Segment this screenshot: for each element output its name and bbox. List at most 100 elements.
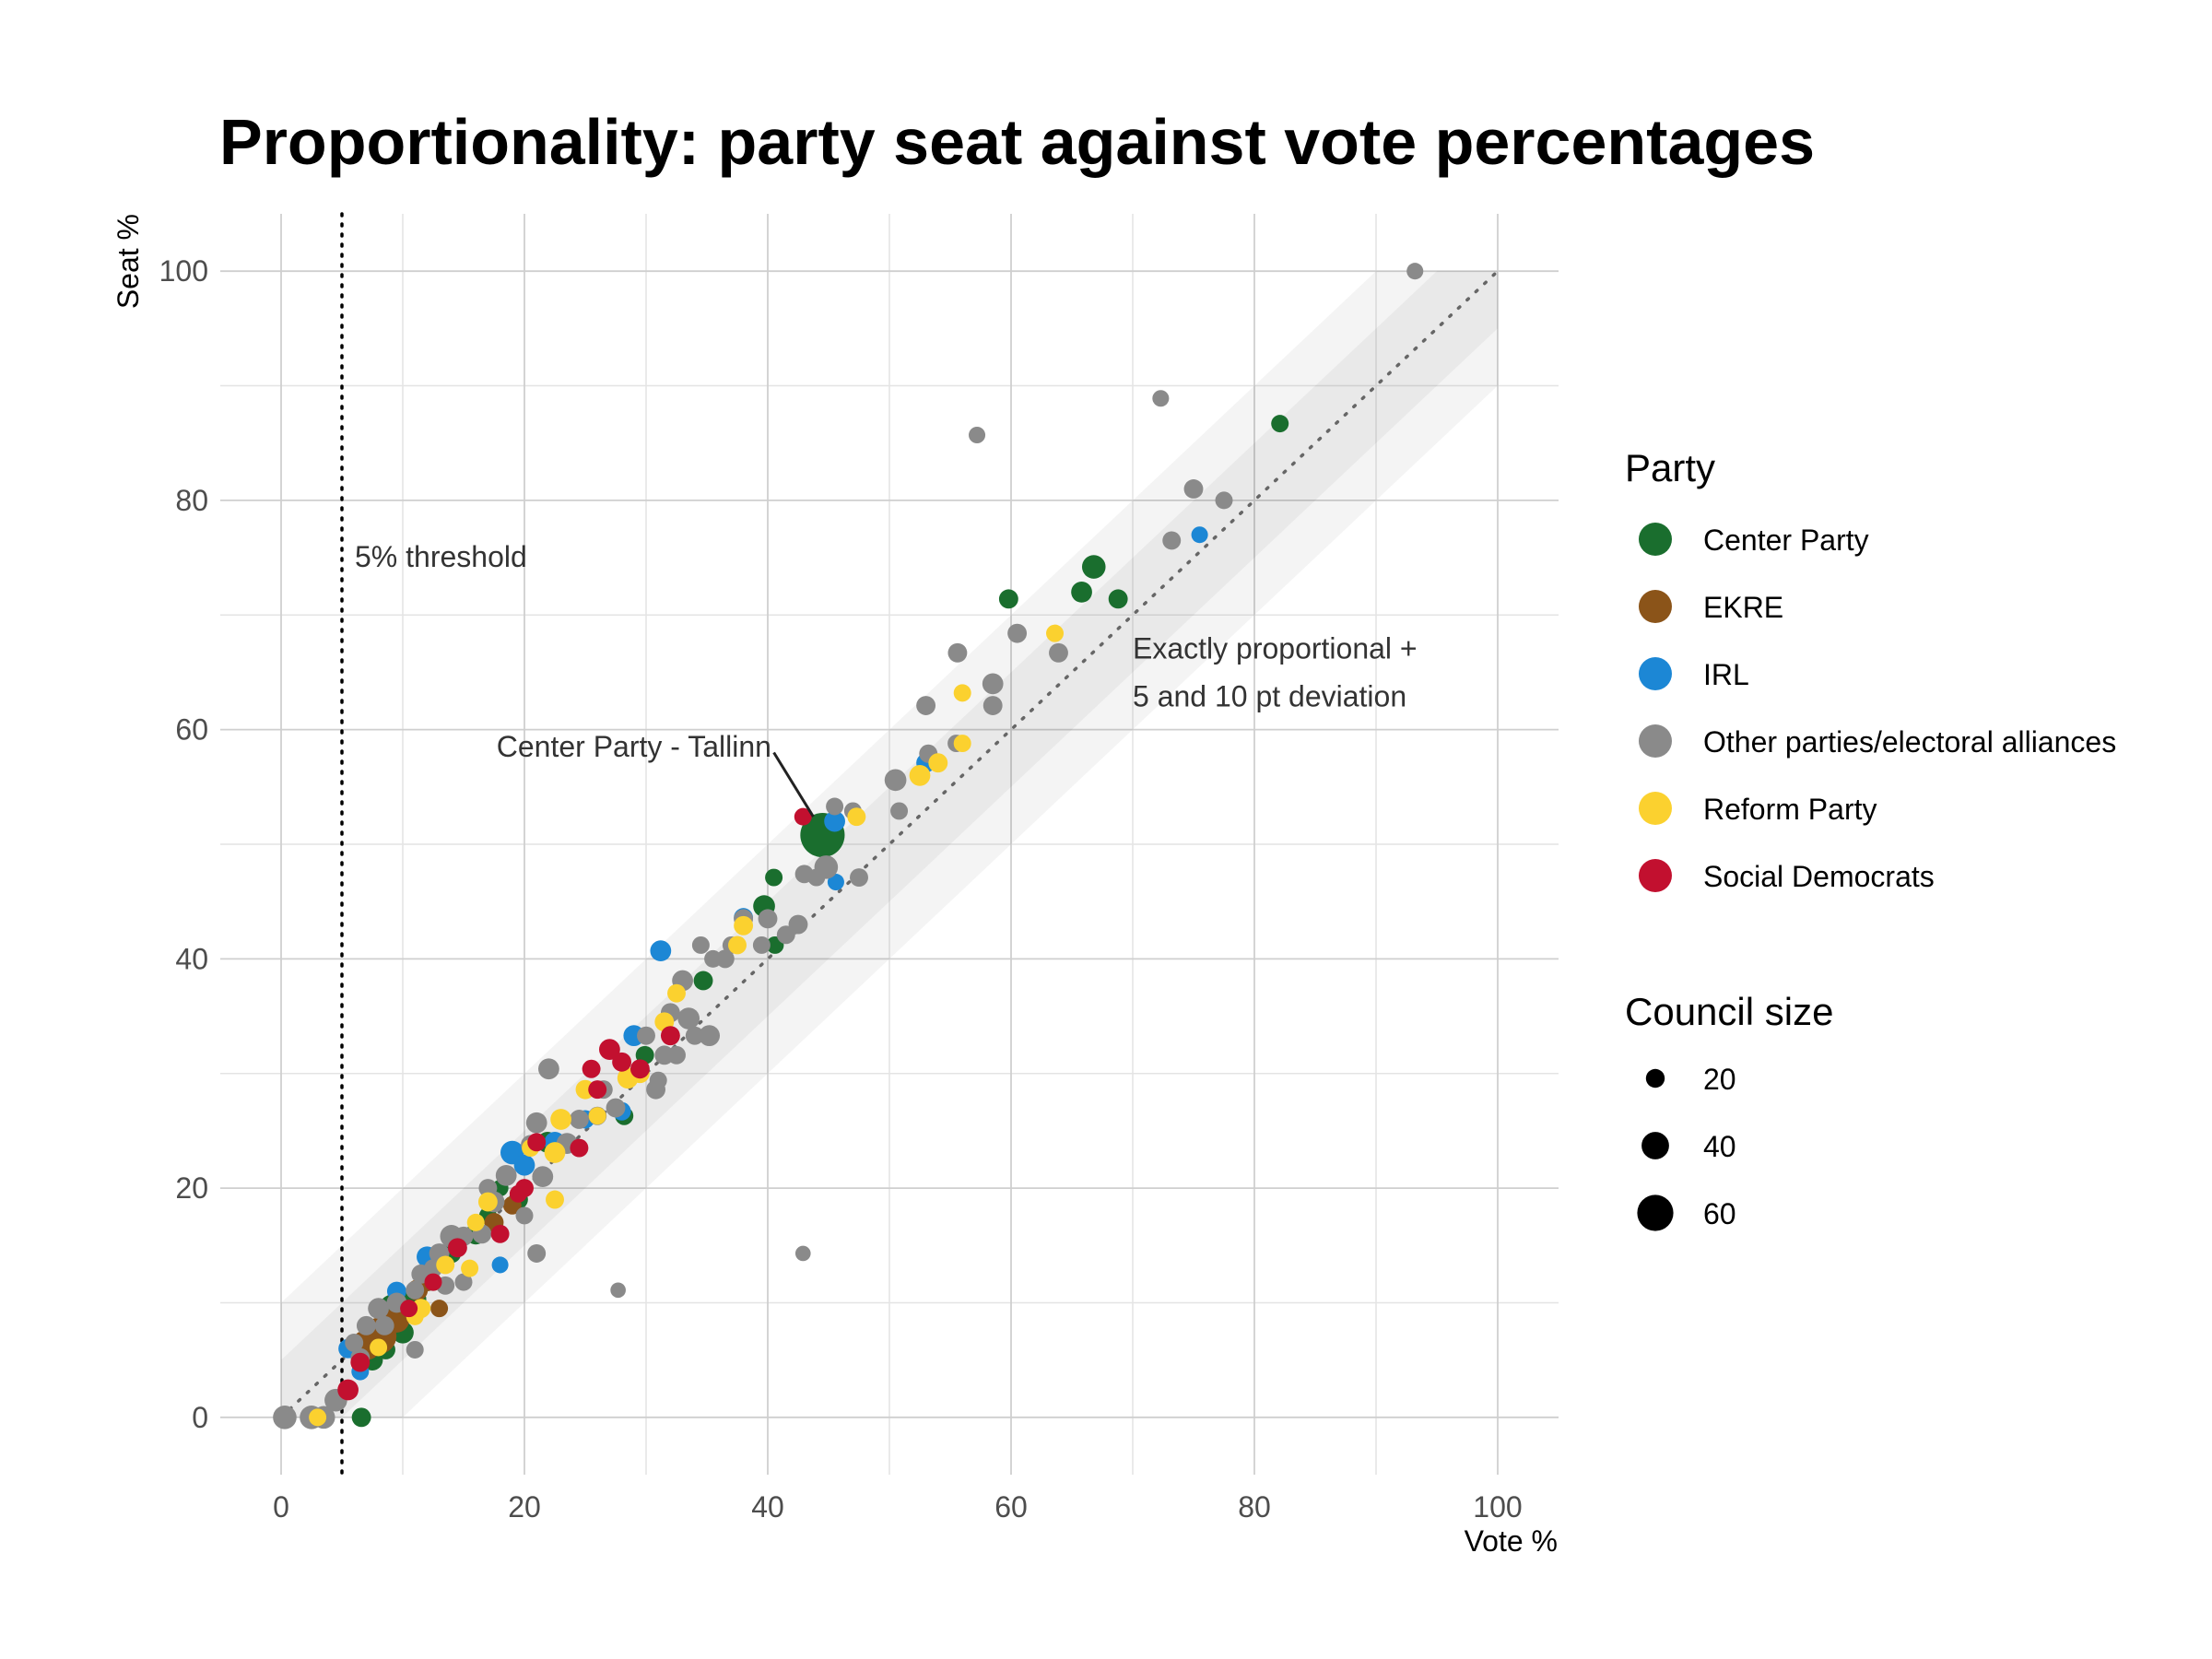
data-point-other-parties-electoral-alliances (610, 1282, 626, 1299)
data-point-center-party (693, 971, 713, 991)
data-point-social-democrats (582, 1059, 601, 1078)
data-point-other-parties-electoral-alliances (527, 1244, 547, 1263)
data-point-other-parties-electoral-alliances (752, 935, 771, 954)
legend-color-title: Party (1625, 446, 1715, 489)
data-point-social-democrats (490, 1224, 510, 1243)
data-point-social-democrats (599, 1039, 620, 1060)
data-point-social-democrats (350, 1352, 371, 1372)
data-point-other-parties-electoral-alliances (532, 1166, 554, 1188)
data-point-other-parties-electoral-alliances (677, 1007, 700, 1030)
data-point-reform-party (953, 735, 971, 753)
data-point-social-democrats (629, 1059, 650, 1079)
legend-size-key (1637, 1194, 1674, 1231)
plot-area: 5% threshold Exactly proportional + 5 and … (220, 212, 1559, 1477)
data-point-reform-party (734, 915, 754, 935)
data-point-social-democrats (794, 807, 812, 826)
legend-color-key (1639, 724, 1672, 758)
data-point-other-parties-electoral-alliances (788, 914, 808, 935)
data-point-other-parties-electoral-alliances (982, 696, 1003, 715)
data-point-reform-party (370, 1338, 388, 1357)
y-tick-label: 100 (159, 254, 208, 288)
data-point-other-parties-electoral-alliances (495, 1165, 517, 1186)
data-point-social-democrats (527, 1133, 547, 1152)
data-point-other-parties-electoral-alliances (1406, 263, 1424, 280)
data-point-other-parties-electoral-alliances (794, 1245, 811, 1262)
data-point-other-parties-electoral-alliances (916, 696, 936, 715)
reference-line-label: Exactly proportional + (1133, 632, 1418, 665)
y-tick-label: 60 (175, 713, 208, 747)
data-point-social-democrats (400, 1300, 418, 1318)
data-point-reform-party (550, 1109, 571, 1130)
data-point-social-democrats (660, 1026, 680, 1046)
legend-color-label: Reform Party (1703, 793, 1877, 826)
data-point-other-parties-electoral-alliances (637, 1026, 655, 1045)
threshold-label: 5% threshold (355, 540, 527, 573)
data-point-reform-party (667, 983, 686, 1003)
legend-color-label: Center Party (1703, 524, 1869, 557)
data-point-social-democrats (570, 1138, 589, 1158)
data-point-social-democrats (612, 1052, 632, 1072)
data-point-other-parties-electoral-alliances (356, 1315, 376, 1335)
data-point-reform-party (909, 765, 931, 786)
data-point-other-parties-electoral-alliances (758, 909, 778, 929)
data-point-other-parties-electoral-alliances (538, 1058, 559, 1080)
data-point-reform-party (477, 1192, 498, 1212)
data-point-irl (824, 810, 845, 832)
data-point-other-parties-electoral-alliances (569, 1110, 589, 1129)
annotation-layer: 5% threshold Exactly proportional + 5 and … (355, 540, 1418, 818)
data-point-other-parties-electoral-alliances (1007, 623, 1028, 643)
data-point-other-parties-electoral-alliances (1162, 531, 1182, 550)
chart-title: Proportionality: party seat against vote… (219, 106, 1815, 178)
legend-color-key (1639, 523, 1672, 556)
data-point-other-parties-electoral-alliances (406, 1280, 425, 1300)
data-point-other-parties-electoral-alliances (969, 426, 986, 444)
data-point-other-parties-electoral-alliances (1183, 479, 1204, 499)
legend-color-key (1639, 859, 1672, 892)
data-point-other-parties-electoral-alliances (691, 935, 710, 954)
x-tick-label: 0 (273, 1490, 289, 1524)
data-point-irl (827, 874, 844, 891)
data-point-center-party (1271, 415, 1289, 433)
data-point-other-parties-electoral-alliances (454, 1273, 473, 1291)
data-point-irl (1191, 526, 1208, 544)
data-point-other-parties-electoral-alliances (606, 1098, 626, 1118)
data-point-irl (491, 1256, 509, 1274)
grid-major (220, 214, 1559, 1475)
data-point-irl (650, 940, 672, 962)
y-axis-tick-labels: 0 20 40 60 80 100 (159, 254, 208, 1434)
x-tick-label: 40 (751, 1490, 784, 1524)
data-point-other-parties-electoral-alliances (699, 1025, 721, 1047)
data-point-other-parties-electoral-alliances (1152, 390, 1170, 407)
data-point-other-parties-electoral-alliances (374, 1315, 394, 1335)
data-point-other-parties-electoral-alliances (890, 802, 909, 820)
data-point-center-party (1071, 582, 1092, 603)
data-point-center-party (1081, 555, 1106, 579)
reference-line-label: 5 and 10 pt deviation (1133, 680, 1406, 713)
legend-color-key (1639, 792, 1672, 825)
y-tick-label: 80 (175, 484, 208, 517)
y-tick-label: 40 (175, 942, 208, 975)
data-point-reform-party (928, 753, 948, 773)
y-tick-label: 0 (192, 1401, 208, 1434)
data-point-other-parties-electoral-alliances (646, 1079, 665, 1100)
legend-color-label: EKRE (1703, 591, 1783, 624)
data-point-reform-party (546, 1190, 564, 1209)
data-point-reform-party (588, 1107, 606, 1125)
legend-color-label: Other parties/electoral alliances (1703, 725, 2116, 759)
legend: Party Center Party EKRE IRL Other parties/e… (1625, 446, 2116, 1231)
grid-minor (220, 214, 1559, 1475)
data-point-other-parties-electoral-alliances (794, 865, 814, 884)
x-tick-label: 60 (994, 1490, 1028, 1524)
data-point-reform-party (461, 1259, 479, 1277)
data-point-reform-party (728, 935, 747, 955)
data-point-other-parties-electoral-alliances (982, 673, 1004, 695)
data-point-social-democrats (588, 1080, 607, 1100)
legend-color-label: IRL (1703, 658, 1749, 691)
data-point-other-parties-electoral-alliances (273, 1406, 297, 1430)
data-point-other-parties-electoral-alliances (1049, 642, 1068, 663)
data-point-center-party (1108, 589, 1128, 609)
x-axis-tick-labels: 0 20 40 60 80 100 (273, 1490, 1523, 1524)
data-point-other-parties-electoral-alliances (776, 925, 795, 945)
data-point-other-parties-electoral-alliances (826, 797, 844, 816)
